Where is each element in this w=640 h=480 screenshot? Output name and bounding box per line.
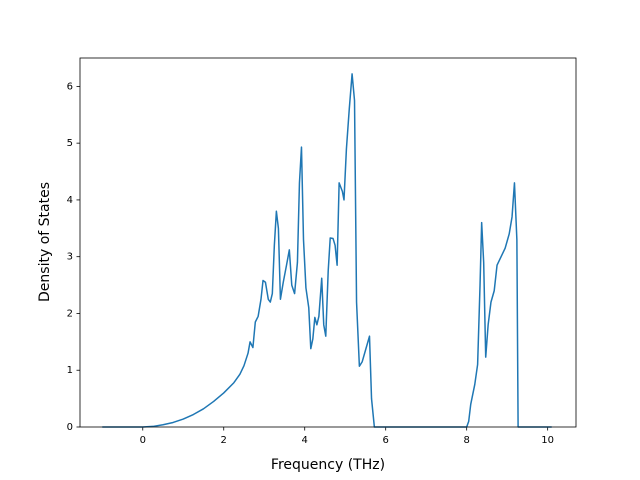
y-axis-label: Density of States — [37, 182, 53, 302]
x-tick-label: 0 — [140, 435, 146, 446]
y-tick-label: 5 — [67, 138, 73, 149]
line — [102, 73, 552, 428]
y-tick-label: 1 — [67, 365, 73, 376]
y-tick-label: 3 — [67, 252, 73, 263]
x-tick-label: 2 — [221, 435, 227, 446]
x-axis-label: Frequency (THz) — [271, 457, 385, 473]
y-tick-label: 4 — [67, 195, 73, 206]
x-tick-label: 8 — [463, 435, 469, 446]
y-tick-label: 0 — [67, 422, 73, 433]
x-tick-label: 4 — [302, 435, 308, 446]
plot-frame — [79, 57, 577, 428]
y-tick-label: 6 — [67, 81, 73, 92]
x-tick-label: 10 — [541, 435, 554, 446]
x-tick-label: 6 — [383, 435, 389, 446]
y-tick-label: 2 — [67, 308, 73, 319]
